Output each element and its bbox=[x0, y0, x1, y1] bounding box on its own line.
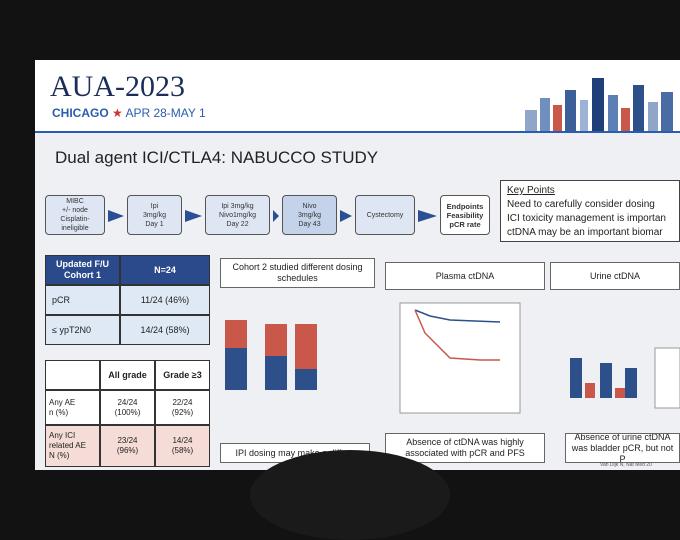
arrow bbox=[418, 210, 437, 222]
text-line: Day 22 bbox=[226, 220, 249, 228]
flow-step: Nivo 3mg/kg Day 43 bbox=[282, 195, 337, 235]
text-line: Any AE bbox=[49, 397, 76, 407]
slide-title: Dual agent ICI/CTLA4: NABUCCO STUDY bbox=[55, 148, 379, 167]
text-line: n (%) bbox=[49, 407, 69, 417]
table-cell: 24/24 (100%) bbox=[100, 390, 155, 425]
audience-head bbox=[250, 450, 450, 540]
text-line: 22/24 bbox=[172, 397, 193, 407]
table-cell: 14/24 (58%) bbox=[155, 425, 210, 467]
text-line: 3mg/kg bbox=[298, 211, 321, 219]
text-line: Nivo bbox=[302, 202, 317, 210]
text-line: Ipi 3mg/kg bbox=[221, 202, 254, 210]
dateline: CHICAGO ★ APR 28-MAY 1 bbox=[52, 106, 206, 120]
table-cell: 23/24 (96%) bbox=[100, 425, 155, 467]
city: CHICAGO bbox=[52, 106, 109, 120]
text-line: N=24 bbox=[154, 264, 176, 275]
panel-caption: Absence of ctDNA was highly associated w… bbox=[385, 433, 545, 463]
logo: AUA-2023 bbox=[50, 70, 185, 103]
table-cell: 14/24 (58%) bbox=[120, 315, 210, 345]
text-line: MIBC bbox=[66, 198, 84, 205]
key-point: ICI toxicity management is importan bbox=[507, 213, 666, 224]
text-line: Ipi bbox=[150, 202, 159, 210]
table-cell: 22/24 (92%) bbox=[155, 390, 210, 425]
text-line: Cystectomy bbox=[366, 211, 404, 219]
text-line: related AE bbox=[49, 441, 86, 450]
text-line: (92%) bbox=[171, 407, 194, 417]
text-line: Day 43 bbox=[298, 220, 321, 228]
panel-heading: Plasma ctDNA bbox=[385, 262, 545, 290]
skyline bbox=[525, 78, 673, 132]
table-header: All grade bbox=[100, 360, 155, 390]
flow-step: Ipi 3mg/kg Nivo1mg/kg Day 22 bbox=[205, 195, 270, 235]
text-line: (58%) bbox=[171, 446, 194, 455]
text-line: Any ICI bbox=[49, 431, 76, 440]
text-line: pCR rate bbox=[449, 219, 481, 229]
arrow bbox=[273, 210, 279, 222]
panel-heading: Cohort 2 studied different dosing schedu… bbox=[220, 258, 375, 288]
table-cell: Any AE n (%) bbox=[45, 390, 100, 425]
text-line: 24/24 bbox=[117, 397, 138, 407]
text-line: Nivo1mg/kg bbox=[219, 211, 256, 219]
text-line: Feasibility bbox=[446, 210, 484, 220]
text-line: 14/24 bbox=[172, 436, 193, 445]
page: AUA-2023 CHICAGO ★ APR 28-MAY 1 Dual age… bbox=[35, 60, 680, 470]
text-line: N (%) bbox=[49, 451, 70, 460]
text-line: Updated F/U bbox=[56, 259, 109, 269]
key-points-title: Key Points bbox=[507, 185, 555, 196]
header-rule bbox=[35, 131, 680, 133]
arrow bbox=[108, 210, 124, 222]
table-cell: 11/24 (46%) bbox=[120, 285, 210, 315]
text-line: 23/24 bbox=[117, 436, 138, 445]
text-line: Endpoints bbox=[446, 201, 484, 211]
thumbnails bbox=[225, 302, 680, 414]
panel-heading: Urine ctDNA bbox=[550, 262, 680, 290]
flow-step: MIBC +/- node Cisplatin-ineligible bbox=[45, 195, 105, 235]
table-header: N=24 bbox=[120, 255, 210, 285]
text-line: Day 1 bbox=[145, 220, 164, 228]
arrow bbox=[340, 210, 352, 222]
text-line: ineligible bbox=[61, 225, 89, 232]
table-cell: pCR bbox=[45, 285, 120, 315]
table-header: Grade ≥3 bbox=[155, 360, 210, 390]
dates: APR 28-MAY 1 bbox=[125, 106, 206, 120]
flow-step: Endpoints Feasibility pCR rate bbox=[440, 195, 490, 235]
text-line: (100%) bbox=[114, 407, 141, 417]
key-point: ctDNA may be an important biomar bbox=[507, 227, 663, 238]
table-cell: Any ICI related AE N (%) bbox=[45, 425, 100, 467]
table-header: Updated F/U Cohort 1 bbox=[45, 255, 120, 285]
logo-text: AUA bbox=[50, 70, 115, 103]
footer: Van Dijk N, Nat Med 20 bbox=[600, 462, 652, 468]
flow-step: Cystectomy bbox=[355, 195, 415, 235]
text-line: (96%) bbox=[116, 446, 139, 455]
key-points: Key Points Need to carefully consider do… bbox=[500, 180, 680, 242]
text-line: +/- node bbox=[62, 207, 88, 214]
logo-year: 2023 bbox=[125, 70, 185, 103]
table-cell: ≤ ypT2N0 bbox=[45, 315, 120, 345]
text-line: Cohort 1 bbox=[64, 270, 101, 280]
text-line: 3mg/kg bbox=[143, 211, 166, 219]
key-point: Need to carefully consider dosing bbox=[507, 199, 655, 210]
table-header bbox=[45, 360, 100, 390]
panel-caption: Absence of urine ctDNA was bladder pCR, … bbox=[565, 433, 680, 463]
arrow bbox=[185, 210, 202, 222]
text-line: Cisplatin- bbox=[60, 216, 90, 223]
flow-step: Ipi 3mg/kg Day 1 bbox=[127, 195, 182, 235]
